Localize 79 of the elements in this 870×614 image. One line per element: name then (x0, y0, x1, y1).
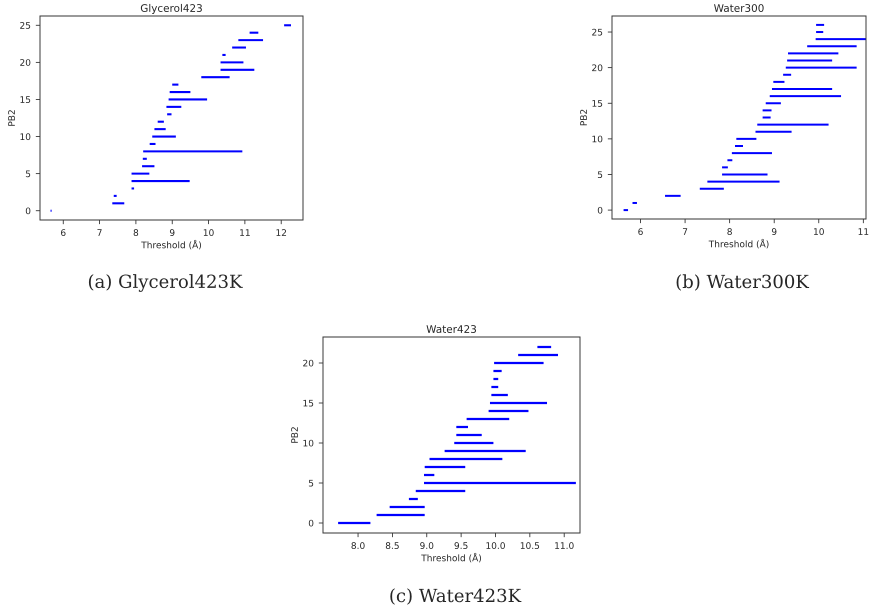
text: (b) Water300K (676, 274, 810, 291)
chart-title: Glycerol423 (140, 4, 202, 14)
y-tick-label: 0 (598, 206, 602, 214)
bar (338, 522, 370, 524)
x-tick-label: 9 (772, 228, 776, 236)
x-tick-label: 9.5 (454, 542, 468, 550)
y-axis-title: PB2 (580, 110, 587, 126)
bar (166, 106, 182, 108)
x-tick-label: 11 (240, 229, 250, 236)
bar (238, 39, 264, 42)
y-tick-label: 10 (303, 440, 314, 447)
bar (132, 187, 134, 190)
y-tick-label: 20 (303, 360, 314, 367)
text: (c) Water423K (390, 588, 522, 605)
bar (158, 120, 164, 123)
x-tick-label: 7 (97, 229, 102, 236)
x-tick-label: 8.5 (386, 542, 399, 550)
x-tick-label: 6 (61, 229, 66, 236)
bar (284, 24, 292, 26)
chart-title: Water300 (714, 4, 764, 12)
x-tick-label: 6 (638, 228, 643, 236)
bar (112, 202, 124, 204)
x-axis-title: Threshold (Å) (421, 552, 482, 562)
x-tick-label: 8.0 (351, 542, 365, 550)
x-tick-label: 12 (276, 229, 286, 236)
bar (220, 68, 254, 71)
y-tick-label: 20 (20, 59, 30, 66)
bar (488, 410, 528, 412)
y-tick-label: 15 (303, 400, 314, 407)
bar (424, 474, 434, 476)
y-tick-label: 5 (26, 170, 30, 178)
y-tick-label: 25 (20, 22, 30, 29)
bar (152, 136, 176, 138)
y-tick-label: 10 (592, 136, 602, 142)
x-axis-title: Threshold (Å) (708, 238, 769, 248)
x-tick-label: 8 (134, 229, 138, 236)
x-tick-label: 11.0 (555, 542, 574, 550)
y-tick-label: 15 (20, 96, 30, 104)
bar (114, 194, 117, 197)
bar (408, 498, 418, 500)
bar (220, 61, 244, 64)
y-tick-label: 5 (308, 480, 314, 487)
x-tick-label: 9.0 (420, 542, 434, 550)
bar (172, 84, 178, 86)
y-axis-title: PB2 (291, 427, 298, 443)
y-axis-title: PB2 (8, 110, 15, 126)
bar (154, 128, 166, 130)
bar (170, 91, 190, 94)
x-tick-label: 10.0 (486, 542, 505, 550)
bar (132, 172, 150, 175)
bar (201, 76, 230, 78)
x-tick-label: 10 (814, 228, 824, 236)
bar (150, 142, 156, 145)
bar (518, 354, 558, 356)
bar (168, 98, 208, 100)
x-tick-label: 9 (170, 229, 174, 236)
x-tick-label: 8 (727, 228, 732, 236)
x-tick-label: 11 (858, 228, 868, 235)
y-tick-label: 0 (308, 520, 314, 527)
bar (454, 442, 494, 444)
x-tick-label: 10 (204, 229, 214, 236)
bar (143, 150, 242, 152)
chart-title: Water423 (426, 325, 476, 333)
y-tick-label: 20 (592, 64, 602, 72)
x-tick-label: 10.5 (520, 542, 540, 550)
bar (167, 113, 172, 116)
bar (142, 158, 147, 160)
y-tick-label: 5 (598, 171, 602, 178)
x-tick-label: 7 (682, 228, 688, 235)
y-tick-label: 0 (26, 207, 30, 214)
y-tick-label: 25 (592, 28, 602, 36)
y-tick-label: 10 (20, 133, 30, 140)
bar (132, 180, 190, 182)
bar (142, 165, 154, 168)
x-axis-title: Threshold (Å) (141, 240, 202, 250)
y-tick-label: 15 (592, 100, 602, 107)
text: (a) Glycerol423K (88, 274, 243, 292)
bar (232, 46, 246, 49)
bar (250, 32, 258, 34)
